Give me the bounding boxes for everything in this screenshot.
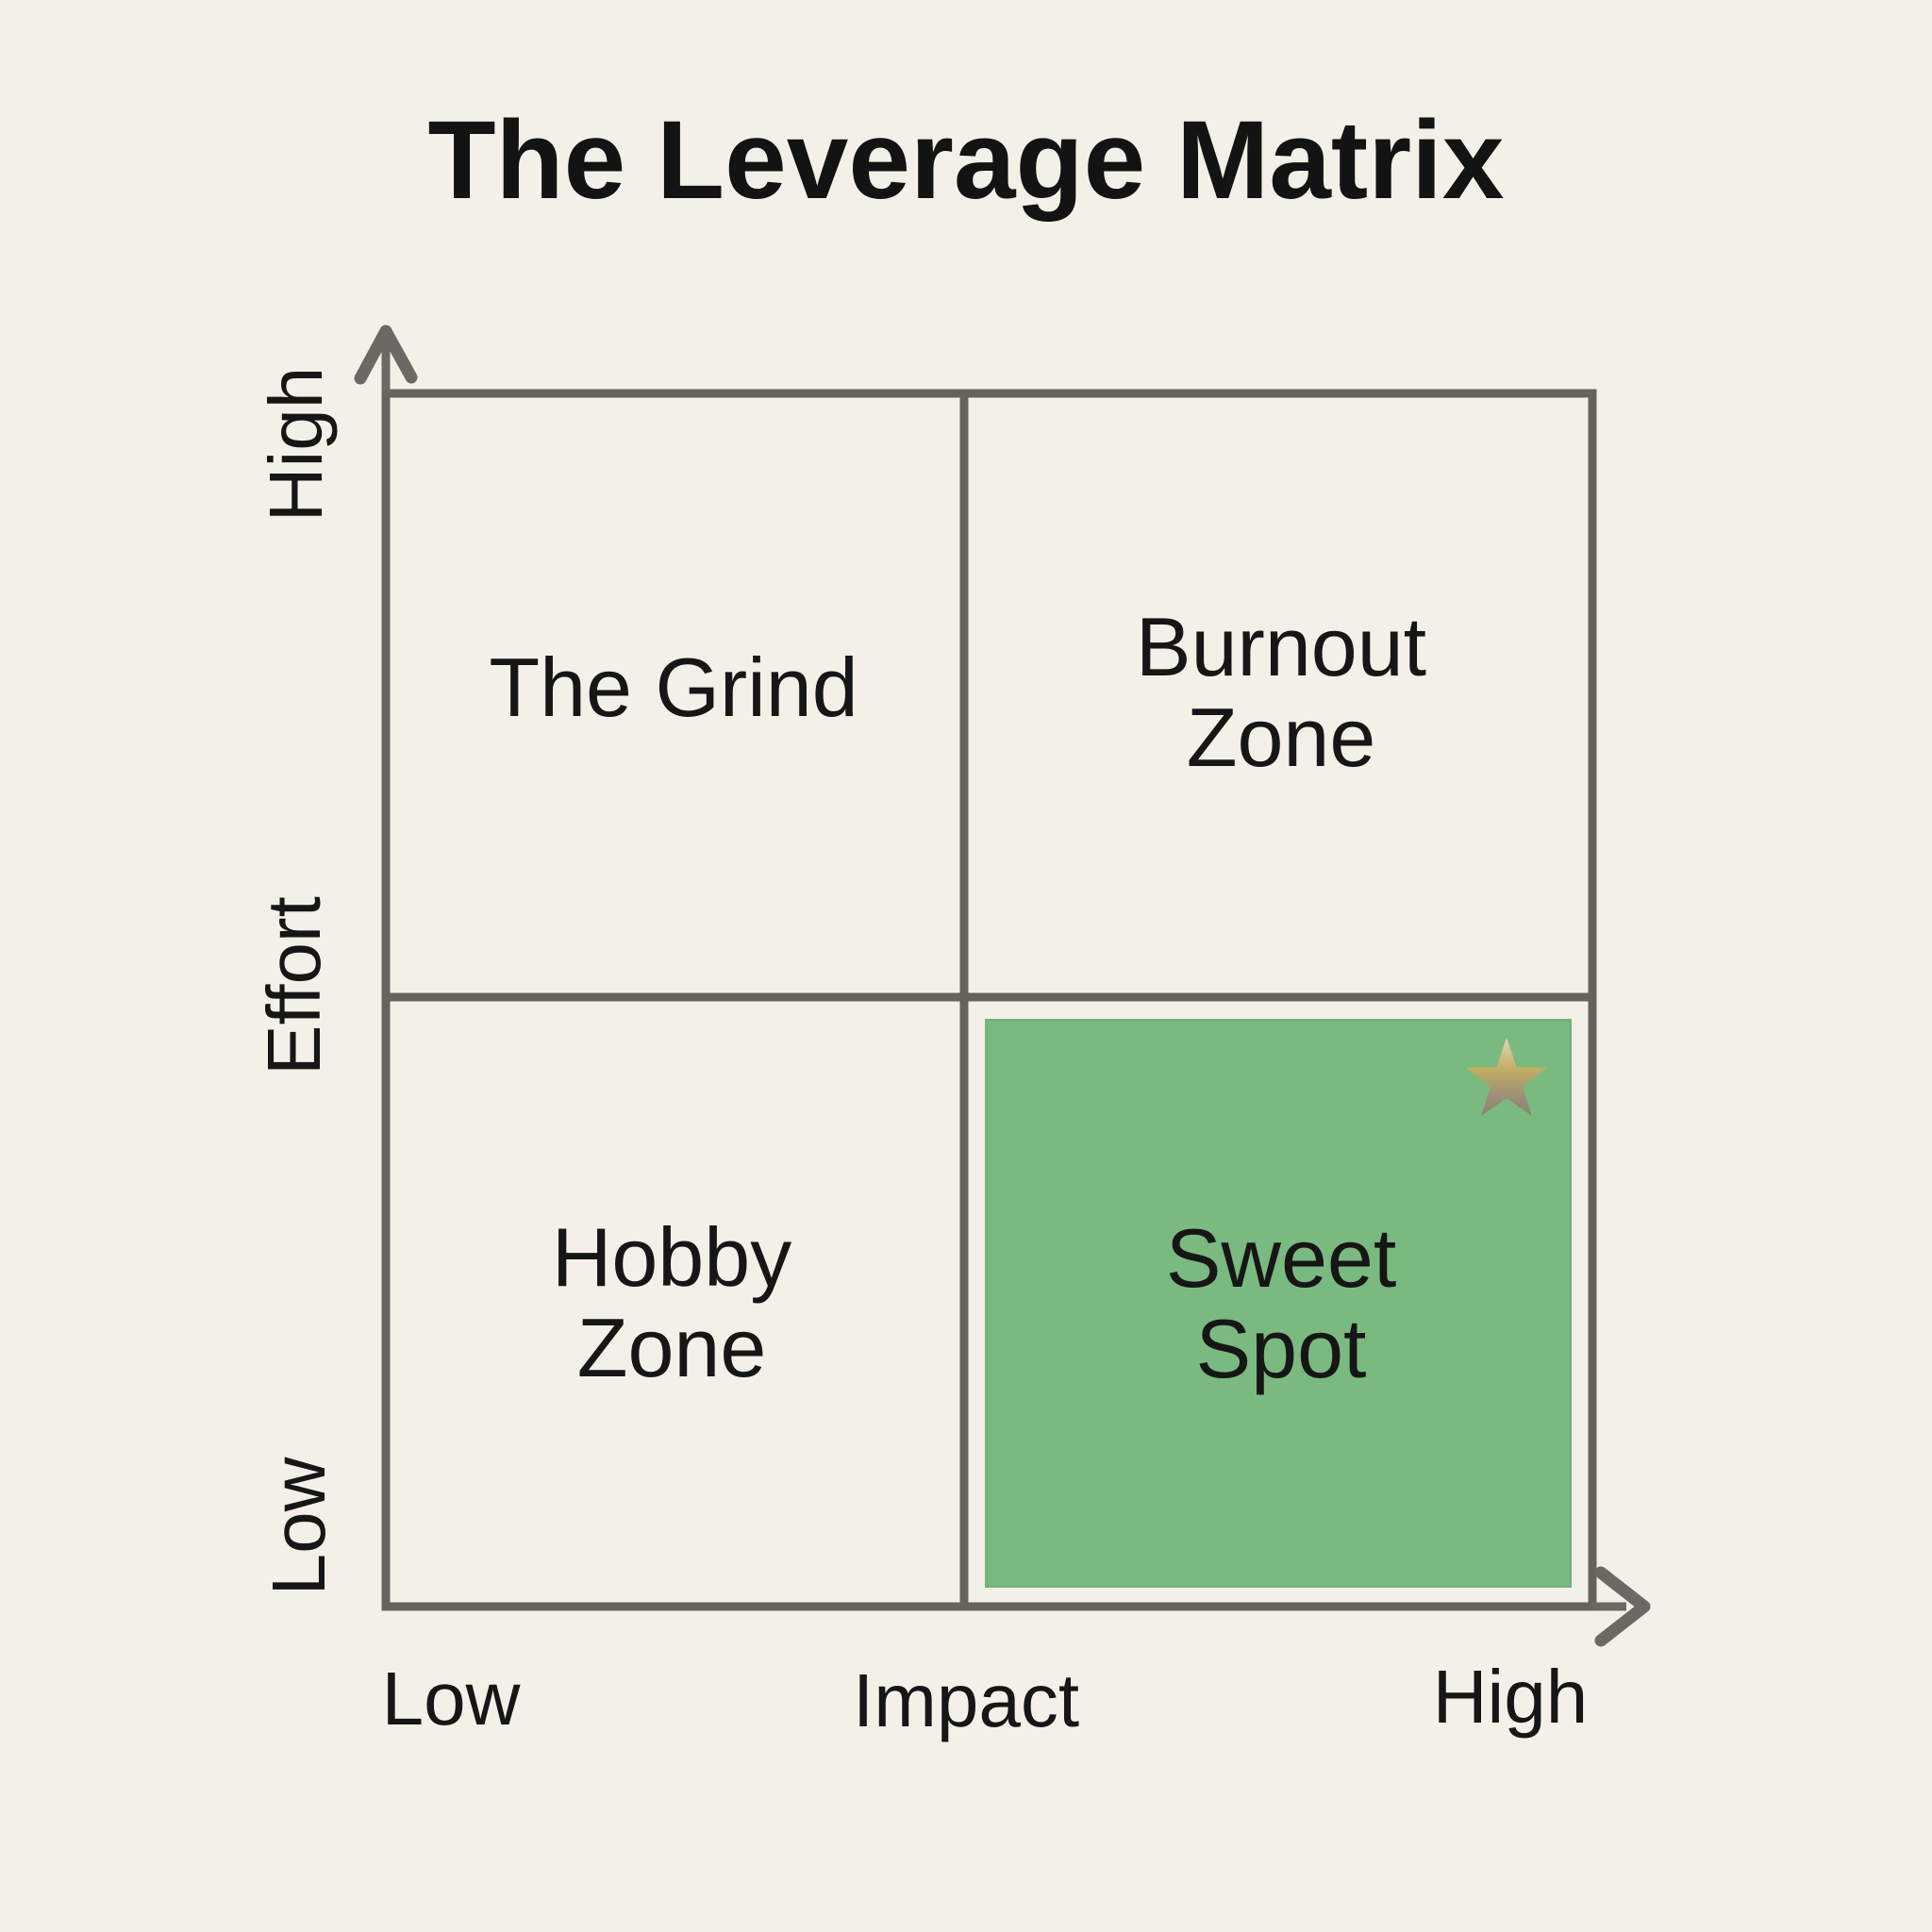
quadrant-label-line: Sweet — [1165, 1211, 1397, 1305]
y-axis-max-label: High — [254, 366, 338, 523]
quadrant-label-line: The Grind — [489, 641, 858, 734]
y-axis-min-label: Low — [257, 1457, 341, 1596]
x-axis-arrowhead-icon — [1594, 1566, 1651, 1647]
quadrant-label-sweet-spot: Sweet Spot — [1166, 1213, 1397, 1394]
quadrant-label-line: Zone — [1186, 691, 1376, 784]
star-icon — [1465, 1037, 1548, 1116]
sweet-spot-highlight — [985, 1019, 1572, 1588]
quadrant-label-line: Burnout — [1135, 600, 1427, 693]
quadrant-label-line: Zone — [576, 1301, 767, 1394]
diagram-title: The Leverage Matrix — [427, 98, 1505, 223]
x-axis-max-label: High — [1432, 1655, 1589, 1739]
y-axis-arrowhead-icon — [354, 325, 418, 385]
quadrant-label-hobby-zone: Hobby Zone — [552, 1212, 791, 1393]
y-axis-title: Effort — [252, 896, 336, 1075]
quadrant-label-line: Spot — [1195, 1302, 1367, 1395]
quadrant-label-burnout-zone: Burnout Zone — [1136, 602, 1426, 783]
quadrant-label-the-grind: The Grind — [489, 642, 858, 733]
quadrant-label-line: Hobby — [551, 1210, 792, 1304]
x-axis-min-label: Low — [381, 1657, 521, 1740]
x-axis-title: Impact — [852, 1658, 1080, 1742]
